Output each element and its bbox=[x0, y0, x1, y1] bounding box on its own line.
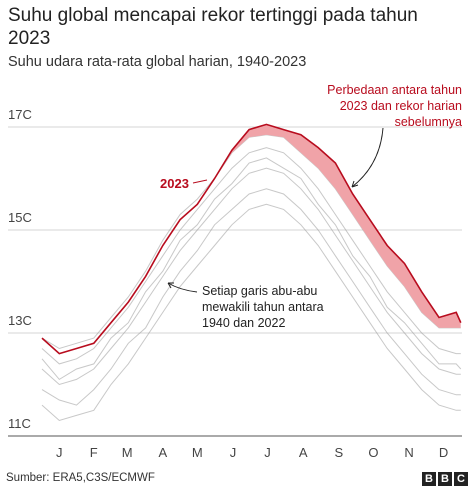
x-tick-label: F bbox=[90, 445, 98, 460]
logo-letter: B bbox=[422, 472, 436, 486]
highlight-line bbox=[41, 123, 462, 355]
x-tick-label: A bbox=[158, 445, 167, 460]
x-tick-label: M bbox=[122, 445, 133, 460]
x-tick-label: J bbox=[230, 445, 237, 460]
label-leader bbox=[192, 179, 208, 184]
x-tick-label: J bbox=[264, 445, 271, 460]
annotation-arrow bbox=[167, 282, 198, 293]
history-line bbox=[41, 167, 461, 386]
y-tick-label: 13C bbox=[8, 313, 32, 328]
history-line bbox=[41, 203, 461, 422]
y-tick-label: 11C bbox=[8, 416, 31, 431]
source: Sumber: ERA5,C3S/ECMWF bbox=[6, 472, 155, 484]
annotation: Perbedaan antara tahun 2023 dan rekor ha… bbox=[327, 83, 462, 129]
chart-subtitle: Suhu udara rata-rata global harian, 1940… bbox=[8, 54, 307, 70]
annotation-arrow bbox=[351, 127, 384, 188]
history-line bbox=[41, 147, 461, 365]
chart-title: Suhu global mencapai rekor tertinggi pad… bbox=[8, 5, 418, 49]
x-tick-label: O bbox=[368, 445, 378, 460]
history-line bbox=[41, 188, 461, 406]
x-tick-label: N bbox=[404, 445, 413, 460]
x-tick-label: D bbox=[439, 445, 448, 460]
x-tick-label: S bbox=[335, 445, 344, 460]
y-tick-label: 17C bbox=[8, 107, 32, 122]
series-label: 2023 bbox=[160, 176, 189, 191]
x-tick-label: M bbox=[192, 445, 203, 460]
annotation: Setiap garis abu-abu mewakili tahun anta… bbox=[202, 284, 324, 330]
logo-letter: C bbox=[454, 472, 468, 486]
x-tick-label: A bbox=[299, 445, 308, 460]
history-line bbox=[41, 157, 462, 381]
x-tick-label: J bbox=[56, 445, 63, 460]
y-tick-label: 15C bbox=[8, 210, 32, 225]
logo-letter: B bbox=[438, 472, 452, 486]
